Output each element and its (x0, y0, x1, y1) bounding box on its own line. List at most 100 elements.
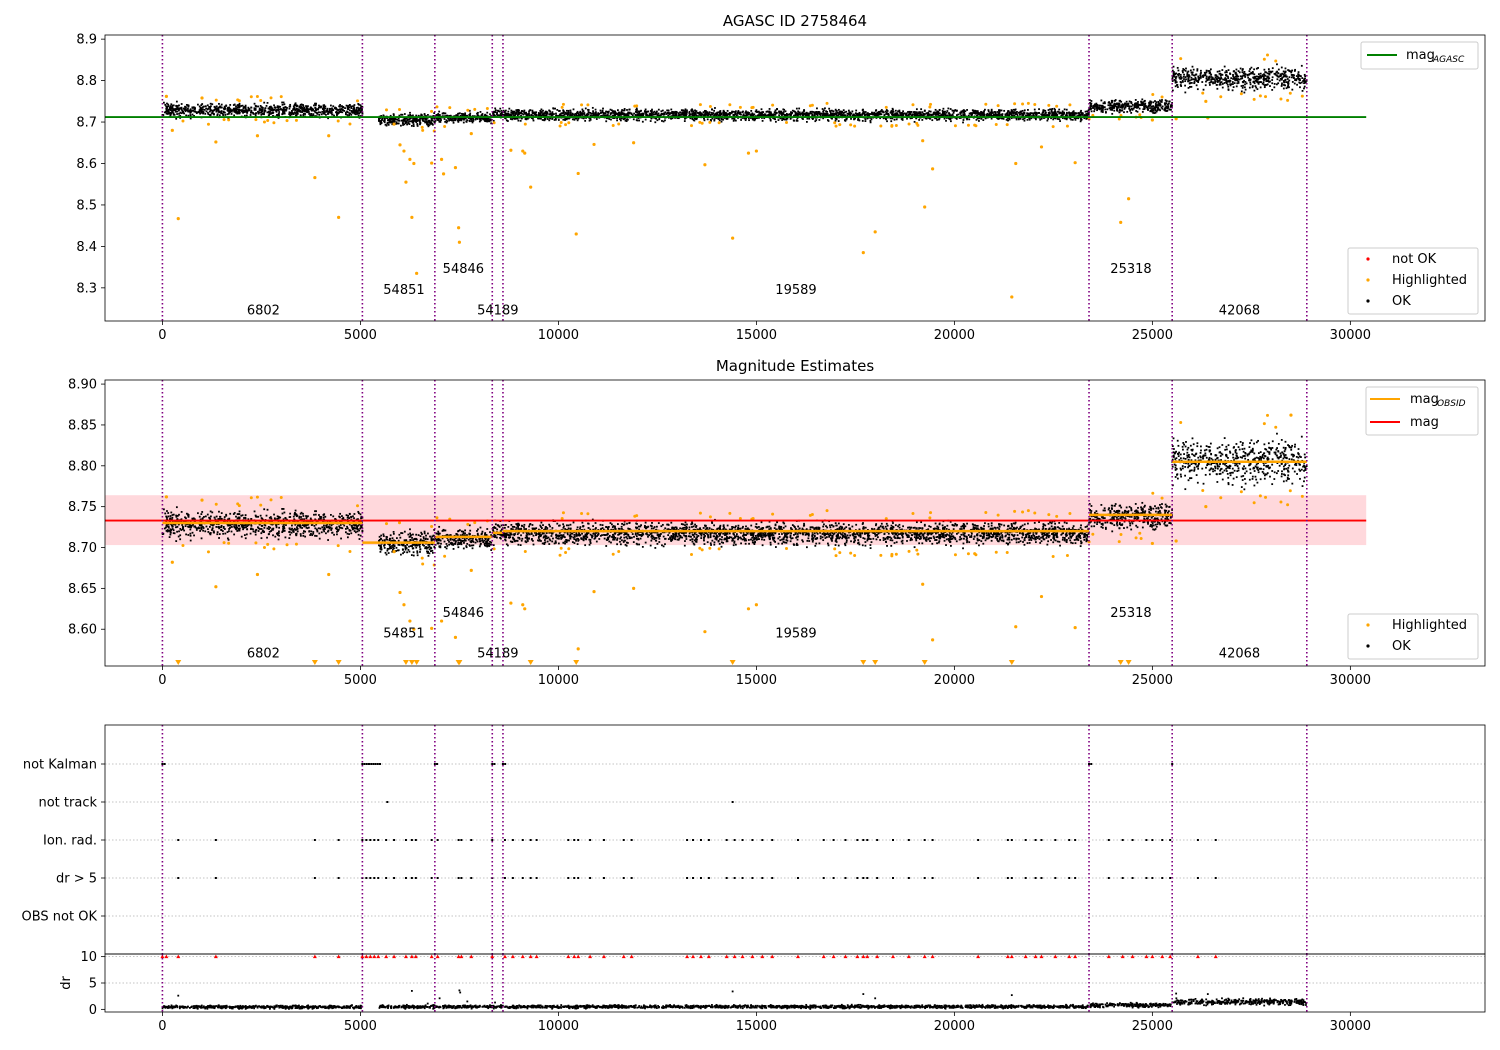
agasc-ok-point (1280, 78, 1283, 81)
agasc-ok-point (1253, 76, 1256, 79)
agasc-ok-point (252, 112, 255, 115)
agasc-ok-point (1132, 107, 1135, 110)
agasc-ok-point (500, 109, 503, 112)
agasc-ok-point (1251, 72, 1254, 75)
agasc-ok-point (753, 113, 756, 116)
agasc-ok-point (592, 112, 595, 114)
agasc-ok-point (297, 108, 299, 110)
agasc-ok-point (319, 111, 322, 114)
agasc-ok-point (268, 106, 271, 108)
agasc-ok-point (1253, 68, 1255, 71)
agasc-ok-point (689, 117, 692, 120)
agasc-ok-point (780, 111, 782, 114)
agasc-ok-point (952, 109, 954, 112)
agasc-ok-point (1196, 80, 1198, 82)
agasc-ok-point (166, 113, 169, 115)
agasc-ok-point (1123, 111, 1125, 114)
agasc-ok-point (1083, 114, 1086, 116)
agasc-ok-point (234, 108, 237, 111)
agasc-ok-point (525, 114, 528, 116)
agasc-ok-point (1040, 117, 1043, 120)
agasc-ok-point (1218, 72, 1221, 75)
agasc-highlighted-edge-point (1021, 102, 1025, 106)
agasc-ok-point (438, 114, 441, 116)
agasc-ok-point (206, 104, 209, 107)
agasc-ok-point (162, 114, 165, 116)
agasc-ok-point (696, 111, 699, 114)
agasc-ok-point (1267, 77, 1270, 80)
agasc-ok-point (1271, 82, 1274, 85)
agasc-ok-point (169, 107, 172, 110)
agasc-ok-point (1040, 113, 1043, 116)
agasc-ok-point (1161, 99, 1163, 101)
agasc-ok-point (1060, 114, 1063, 117)
agasc-ok-point (1044, 109, 1047, 112)
agasc-ok-point (733, 118, 736, 120)
agasc-ok-point (1236, 82, 1239, 85)
agasc-ok-point (169, 105, 172, 107)
agasc-ok-point (651, 108, 653, 111)
agasc-ok-point (957, 113, 960, 116)
agasc-ok-point (1218, 70, 1221, 73)
agasc-ok-point (490, 122, 493, 125)
agasc-ok-point (1087, 113, 1090, 116)
agasc-ok-point (250, 106, 253, 109)
agasc-ok-point (677, 117, 680, 120)
agasc-ok-point (875, 112, 878, 115)
agasc-ok-point (653, 113, 656, 116)
agasc-ok-point (911, 113, 914, 116)
agasc-ok-point (171, 111, 174, 114)
agasc-ok-point (616, 113, 619, 116)
agasc-ok-point (398, 114, 401, 117)
agasc-ok-point (1022, 118, 1024, 121)
agasc-ok-point (1149, 109, 1152, 112)
agasc-ok-point (208, 114, 211, 116)
agasc-ok-point (306, 105, 308, 108)
agasc-ok-point (165, 105, 168, 108)
agasc-ok-point (1254, 85, 1257, 88)
agasc-ok-point (1221, 69, 1224, 71)
agasc-ok-point (1054, 117, 1057, 120)
agasc-ok-point (800, 112, 803, 115)
agasc-ok-point (849, 112, 851, 114)
agasc-ok-point (241, 104, 244, 107)
agasc-ok-point (211, 112, 213, 115)
agasc-ok-point (714, 107, 716, 109)
agasc-ok-point (617, 111, 620, 114)
agasc-ok-point (189, 115, 192, 117)
agasc-ok-point (998, 112, 1001, 115)
agasc-ok-point (236, 112, 239, 115)
agasc-ok-point (1014, 111, 1017, 114)
agasc-highlighted-edge-point (1279, 97, 1283, 101)
agasc-ok-point (592, 110, 594, 113)
agasc-ok-point (660, 110, 663, 113)
agasc-ok-point (1227, 69, 1230, 72)
agasc-ok-point (1224, 79, 1226, 81)
agasc-ok-point (838, 112, 841, 115)
agasc-ok-point (1009, 111, 1012, 114)
agasc-ok-point (554, 118, 557, 121)
agasc-ok-point (1254, 77, 1256, 80)
agasc-ok-point (703, 117, 705, 120)
agasc-ok-point (1019, 110, 1022, 113)
agasc-ok-point (1104, 108, 1107, 111)
agasc-ok-point (296, 111, 299, 114)
agasc-ok-point (1199, 76, 1202, 79)
agasc-ok-point (1170, 108, 1172, 111)
agasc-ok-point (1269, 70, 1272, 73)
agasc-ok-point (1126, 110, 1129, 113)
agasc-ok-point (397, 119, 400, 122)
agasc-ok-point (296, 112, 299, 115)
agasc-ok-point (218, 106, 221, 109)
agasc-ok-point (823, 109, 825, 112)
agasc-ok-point (947, 107, 950, 110)
agasc-ok-point (1168, 108, 1171, 111)
agasc-ok-point (1175, 75, 1178, 78)
agasc-ok-point (1196, 80, 1199, 82)
estimates-ok-point (167, 526, 170, 529)
agasc-ok-point (1100, 99, 1103, 102)
agasc-ok-point (964, 110, 967, 113)
agasc-ok-point (314, 115, 316, 118)
agasc-ok-point (960, 110, 963, 113)
agasc-ok-point (492, 119, 495, 122)
